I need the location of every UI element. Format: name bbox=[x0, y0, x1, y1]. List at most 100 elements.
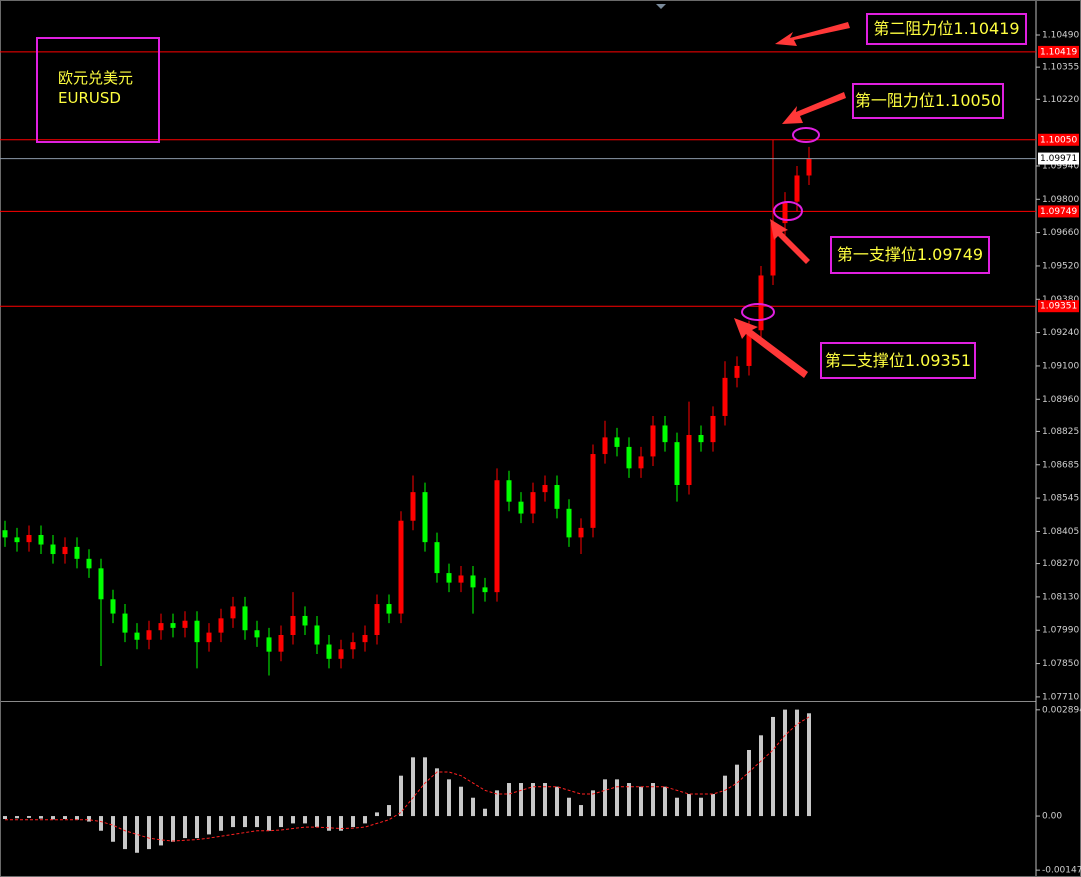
arrow bbox=[775, 22, 850, 46]
price-tag bbox=[1038, 45, 1079, 58]
candle-body bbox=[26, 535, 32, 543]
macd-bar bbox=[135, 816, 139, 853]
candle-body bbox=[38, 535, 44, 545]
candle-body bbox=[386, 604, 392, 614]
y-tick-label: 1.09380 bbox=[1042, 295, 1079, 305]
macd-bar bbox=[591, 790, 595, 817]
y-tick-label: 1.09660 bbox=[1042, 228, 1079, 238]
macd-bar bbox=[75, 816, 79, 820]
macd-bar bbox=[555, 786, 559, 817]
candle-body bbox=[230, 606, 236, 619]
candle-body bbox=[698, 435, 704, 443]
macd-bar bbox=[471, 797, 475, 817]
y-tick-label: 1.07850 bbox=[1042, 659, 1079, 669]
macd-bar bbox=[567, 797, 571, 817]
candle-body bbox=[146, 630, 152, 640]
y-tick-label: 1.09240 bbox=[1042, 328, 1079, 338]
candle-body bbox=[182, 620, 188, 628]
price-tag-label: 1.09971 bbox=[1040, 154, 1077, 164]
candle-body bbox=[350, 642, 356, 650]
macd-bar bbox=[399, 775, 403, 817]
macd-bar bbox=[231, 816, 235, 828]
macd-bar bbox=[663, 786, 667, 817]
annotation: 第二阻力位1.10419 bbox=[866, 13, 1027, 45]
chart-subtitle: EURUSD bbox=[58, 89, 121, 107]
candle-body bbox=[98, 568, 104, 600]
highlight-ellipse bbox=[792, 127, 820, 143]
arrow bbox=[782, 92, 846, 124]
y-tick-label: 0.00 bbox=[1042, 812, 1062, 822]
macd-bar bbox=[795, 709, 799, 817]
candle-body bbox=[530, 492, 536, 514]
macd-bar bbox=[303, 816, 307, 824]
candle-body bbox=[266, 637, 272, 652]
candle-body bbox=[770, 223, 776, 276]
macd-bar bbox=[711, 794, 715, 817]
candle-body bbox=[206, 632, 212, 643]
candle-body bbox=[218, 618, 224, 633]
macd-bar bbox=[243, 816, 247, 828]
candle-body bbox=[158, 623, 164, 631]
macd-bar bbox=[675, 797, 679, 817]
macd-bar bbox=[315, 816, 319, 828]
price-tag bbox=[1038, 133, 1079, 146]
macd-bar bbox=[771, 716, 775, 817]
candle-body bbox=[722, 377, 728, 416]
candle-body bbox=[338, 649, 344, 659]
candle-body bbox=[758, 275, 764, 331]
candle-body bbox=[2, 530, 8, 538]
candle-body bbox=[74, 546, 80, 559]
macd-bar bbox=[3, 816, 7, 819]
macd-bar bbox=[447, 779, 451, 817]
macd-bar bbox=[531, 783, 535, 817]
candle-body bbox=[50, 544, 56, 555]
macd-bar bbox=[783, 709, 787, 817]
arrows bbox=[734, 22, 850, 378]
marks: 1.10490 1.10355 1.10220 1.09940 1.09800 1.096… bbox=[0, 31, 1081, 876]
candle-body bbox=[806, 158, 812, 176]
y-tick-label: 1.09520 bbox=[1042, 261, 1079, 271]
macd-bar bbox=[579, 805, 583, 817]
price-tag-label: 1.09351 bbox=[1040, 302, 1077, 312]
price-tag-label: 1.10419 bbox=[1040, 47, 1077, 57]
macd-bar bbox=[255, 816, 259, 828]
price-tag bbox=[1038, 300, 1079, 313]
candle-body bbox=[578, 527, 584, 538]
arrow bbox=[770, 219, 810, 264]
macd-bar bbox=[423, 757, 427, 817]
macd-bar bbox=[291, 816, 295, 824]
candle-body bbox=[290, 615, 296, 635]
y-tick-label: 1.08545 bbox=[1042, 494, 1079, 504]
candle-body bbox=[506, 480, 512, 502]
candle-body bbox=[446, 573, 452, 583]
macd-bar bbox=[435, 768, 439, 817]
macd-bar bbox=[495, 790, 499, 817]
candle-body bbox=[638, 456, 644, 469]
y-tick-label: 1.08685 bbox=[1042, 460, 1079, 470]
macd-bar bbox=[363, 816, 367, 824]
macd-bar bbox=[375, 812, 379, 817]
y-tick-label: 1.10220 bbox=[1042, 95, 1079, 105]
y-tick-label: 1.09100 bbox=[1042, 361, 1079, 371]
macd-bar bbox=[39, 816, 43, 819]
macd-bar bbox=[639, 786, 643, 817]
highlights bbox=[741, 127, 820, 321]
price-tag bbox=[1038, 152, 1079, 165]
shift-marker bbox=[656, 4, 666, 9]
macd-bar bbox=[15, 816, 19, 819]
macd-bar bbox=[603, 779, 607, 817]
candle-body bbox=[746, 330, 752, 366]
candle-body bbox=[398, 520, 404, 614]
macd-bar bbox=[183, 816, 187, 839]
title-box: 欧元兑美元 EURUSD bbox=[36, 37, 160, 143]
candle-body bbox=[482, 587, 488, 593]
macd-bar bbox=[747, 749, 751, 817]
macd-bar bbox=[459, 786, 463, 817]
candle-body bbox=[362, 635, 368, 643]
annotation: 第二支撑位1.09351 bbox=[820, 342, 976, 379]
candle-body bbox=[302, 615, 308, 626]
highlight-ellipse bbox=[773, 201, 803, 221]
candle-body bbox=[314, 625, 320, 645]
y-tick-label: 1.10490 bbox=[1042, 31, 1079, 41]
